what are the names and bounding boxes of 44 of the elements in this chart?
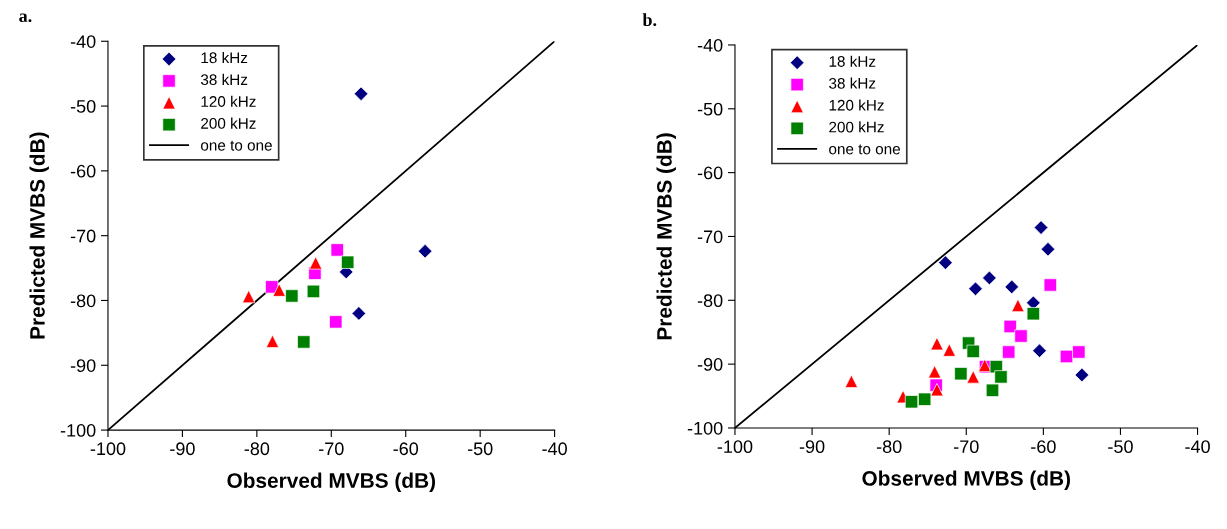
y-tick-label: -60 xyxy=(697,166,723,180)
x-tick-label: -60 xyxy=(393,442,419,456)
y-tick-label: -90 xyxy=(697,358,723,371)
legend-label: 38 kHz xyxy=(200,73,248,86)
legend-label: 120 kHz xyxy=(201,95,256,107)
x-tick-label: -50 xyxy=(1108,440,1133,454)
legend-label: one to one xyxy=(829,144,900,155)
x-tick-label: -100 xyxy=(90,442,126,456)
x-tick-label: -60 xyxy=(1031,440,1056,454)
x-tick-label: -90 xyxy=(799,440,825,454)
y-tick-label: -40 xyxy=(697,38,723,52)
y-tick-label: -40 xyxy=(70,35,96,48)
legend-label: 200 kHz xyxy=(829,121,884,133)
y-tick-label: -90 xyxy=(70,359,96,372)
y-tick-label: -70 xyxy=(70,229,96,243)
y-axis-title: Predicted MVBS (dB) xyxy=(656,133,676,340)
x-tick-label: -80 xyxy=(244,442,270,456)
x-tick-label: -70 xyxy=(319,442,344,456)
x-axis-title: Observed MVBS (dB) xyxy=(227,472,436,493)
y-tick-label: -60 xyxy=(70,164,96,178)
chart-title: b. xyxy=(642,13,657,27)
legend-label: 200 kHz xyxy=(201,117,256,129)
legend-label: 18 kHz xyxy=(829,55,876,67)
y-tick-label: -50 xyxy=(697,102,723,116)
x-tick-label: -70 xyxy=(954,440,979,454)
x-axis-title: Observed MVBS (dB) xyxy=(862,470,1070,490)
x-tick-label: -40 xyxy=(542,442,567,456)
x-tick-label: -90 xyxy=(170,442,195,456)
y-tick-label: -80 xyxy=(70,294,96,308)
y-tick-label: -100 xyxy=(687,421,723,435)
y-axis-title: Predicted MVBS (dB) xyxy=(29,132,49,339)
legend-label: 120 kHz xyxy=(829,99,884,111)
legend-label: 38 kHz xyxy=(829,77,876,89)
y-tick-label: -70 xyxy=(697,230,723,244)
legend-label: 18 kHz xyxy=(201,51,248,64)
x-tick-label: -40 xyxy=(1185,440,1210,454)
x-tick-label: -80 xyxy=(876,440,902,454)
legend-label: one to one xyxy=(200,140,272,151)
x-tick-label: -50 xyxy=(467,442,493,456)
y-tick-label: -50 xyxy=(70,100,96,113)
y-tick-label: -100 xyxy=(60,424,96,437)
x-tick-label: -100 xyxy=(717,440,753,454)
y-tick-label: -80 xyxy=(697,294,723,308)
chart-title: a. xyxy=(19,13,32,23)
